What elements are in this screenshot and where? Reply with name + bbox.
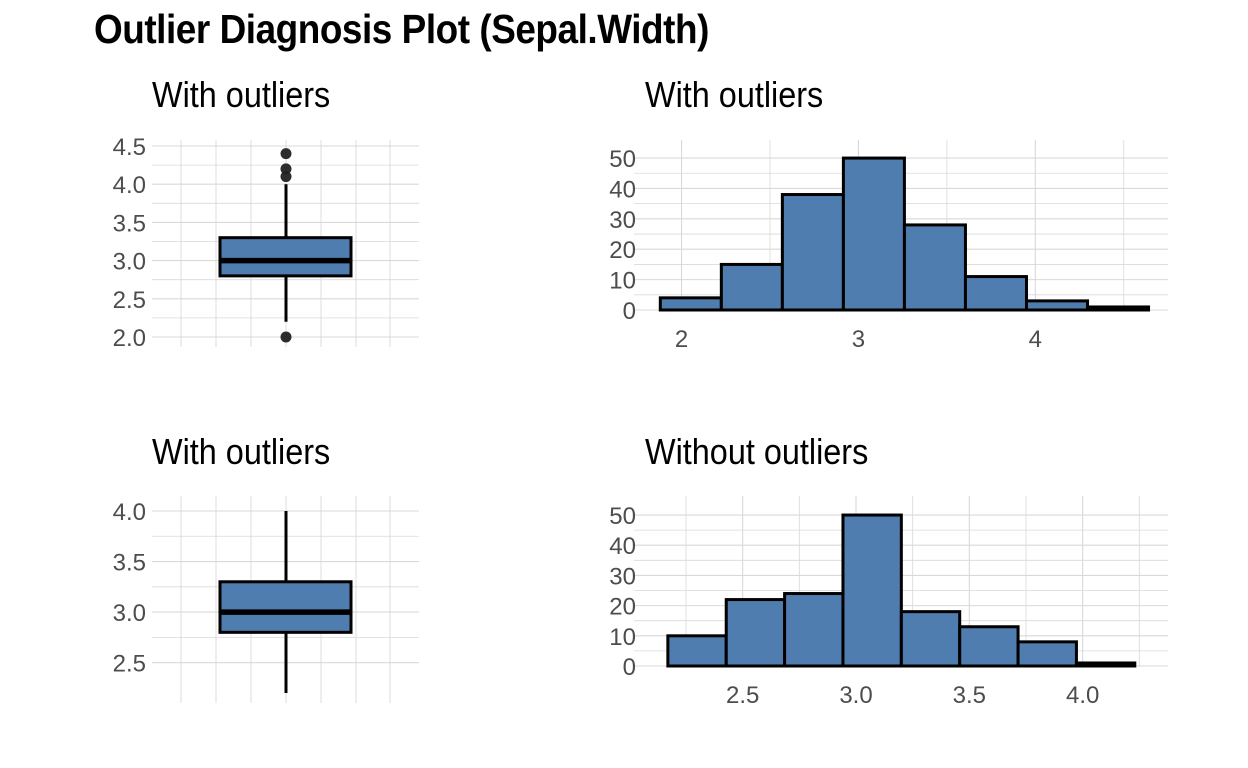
histogram-bar-3-0 (666, 634, 728, 668)
x-tick-label-1-1: 3 (852, 326, 865, 353)
y-tick-label-1-2: 20 (609, 237, 636, 264)
y-tick-label-1-1: 10 (609, 268, 636, 295)
histogram-bar-3-7 (1074, 661, 1137, 668)
x-tick-label-1-0: 2 (675, 326, 688, 353)
x-tick-label-1-2: 4 (1029, 326, 1042, 353)
panel-title-boxplot-second: With outliers (152, 431, 331, 472)
x-tick-label-3-3: 4.0 (1066, 682, 1099, 709)
panel-title-histogram-without-outliers: Without outliers (645, 431, 869, 472)
histogram-bar-3-5 (958, 625, 1020, 668)
y-tick-label-1-0: 0 (623, 298, 636, 325)
outlier-point-0-2 (280, 163, 292, 175)
y-tick-label-1-5: 50 (609, 146, 636, 173)
histogram-bar-3-1 (724, 598, 787, 668)
panel-title-histogram-with-outliers: With outliers (645, 74, 824, 115)
y-tick-label-2-1: 3.0 (113, 600, 146, 627)
y-tick-label-2-0: 2.5 (113, 651, 146, 678)
outlier-point-0-1 (280, 171, 292, 183)
y-tick-label-1-3: 30 (609, 207, 636, 234)
y-tick-label-3-3: 30 (609, 563, 636, 590)
outlier-point-0-3 (280, 148, 292, 160)
y-tick-label-0-0: 2.0 (113, 325, 146, 352)
y-tick-label-3-4: 40 (609, 533, 636, 560)
histogram-bar-1-7 (1086, 305, 1151, 312)
iqr-box-2 (218, 580, 353, 634)
y-tick-label-1-4: 40 (609, 176, 636, 203)
histogram-bar-1-4 (902, 223, 967, 312)
x-tick-label-3-1: 3.0 (839, 682, 872, 709)
histogram-bar-1-5 (963, 275, 1028, 312)
histogram-bar-1-0 (658, 296, 723, 312)
y-tick-label-2-2: 3.5 (113, 550, 146, 577)
histogram-bar-3-6 (1016, 640, 1078, 668)
y-tick-label-3-2: 20 (609, 594, 636, 621)
histogram-bar-1-3 (841, 156, 906, 312)
histogram-bar-1-2 (780, 193, 845, 312)
y-tick-label-0-4: 4.0 (113, 172, 146, 199)
histogram-bar-3-2 (783, 592, 845, 668)
x-tick-label-3-2: 3.5 (953, 682, 986, 709)
histogram-bar-3-4 (899, 610, 962, 668)
histogram-bar-3-3 (841, 513, 903, 668)
y-tick-label-0-5: 4.5 (113, 134, 146, 161)
outlier-point-0-0 (280, 331, 292, 343)
panel-title-boxplot-with-outliers: With outliers (152, 74, 331, 115)
y-tick-label-0-2: 3.0 (113, 249, 146, 276)
y-tick-label-0-3: 3.5 (113, 210, 146, 237)
y-tick-label-3-5: 50 (609, 503, 636, 530)
y-tick-label-2-3: 4.0 (113, 499, 146, 526)
x-tick-label-3-0: 2.5 (726, 682, 759, 709)
y-tick-label-3-0: 0 (623, 654, 636, 681)
y-tick-label-0-1: 2.5 (113, 287, 146, 314)
histogram-bar-1-1 (719, 262, 784, 312)
chart-main-title: Outlier Diagnosis Plot (Sepal.Width) (94, 6, 709, 52)
iqr-box-0 (218, 236, 353, 278)
y-tick-label-3-1: 10 (609, 624, 636, 651)
histogram-bar-1-6 (1024, 299, 1090, 312)
